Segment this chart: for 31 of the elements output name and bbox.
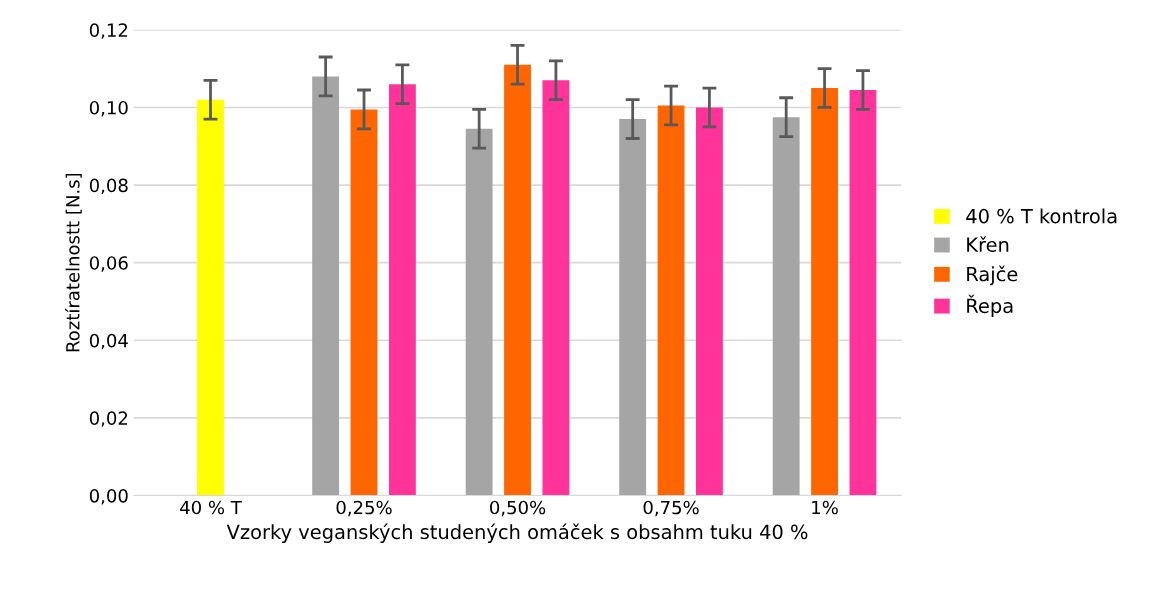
x-tick-label: 1%: [812, 500, 838, 515]
bar: [849, 90, 877, 496]
bar: [504, 64, 531, 496]
y-tick-label: 0,04: [89, 333, 128, 350]
bar: [197, 99, 224, 496]
bar: [312, 76, 340, 496]
y-axis-title: Roztíratelnostt [N.s]: [64, 173, 82, 352]
legend-label: Řepa: [967, 294, 1013, 317]
x-tick-label: 0,25%: [336, 500, 392, 517]
bar: [811, 88, 838, 496]
x-tick-label: 0,75%: [643, 500, 699, 517]
x-tick-label: 0,50%: [490, 500, 546, 517]
legend-label: Rajče: [967, 265, 1018, 286]
bar: [696, 107, 723, 496]
bar: [542, 80, 570, 496]
y-tick-label: 0,08: [89, 178, 128, 195]
y-tick-label: 0,06: [89, 256, 128, 272]
legend-label: 40 % T kontrola: [966, 208, 1117, 224]
bar: [657, 105, 685, 496]
bar: [388, 84, 416, 496]
legend-label: Křen: [967, 236, 1009, 253]
y-tick-label: 0,12: [89, 23, 128, 39]
y-tick-label: 0,00: [89, 488, 128, 505]
bar: [619, 119, 647, 496]
bar: [350, 109, 378, 496]
y-tick-label: 0,10: [89, 100, 128, 117]
y-tick-label: 0,02: [89, 411, 128, 427]
bar: [465, 128, 493, 496]
x-tick-label: 40 % T: [180, 500, 242, 515]
bar: [772, 117, 800, 496]
x-axis-title: Vzorky veganských studených omáček s obsahm tuku 40 %: [226, 523, 808, 543]
